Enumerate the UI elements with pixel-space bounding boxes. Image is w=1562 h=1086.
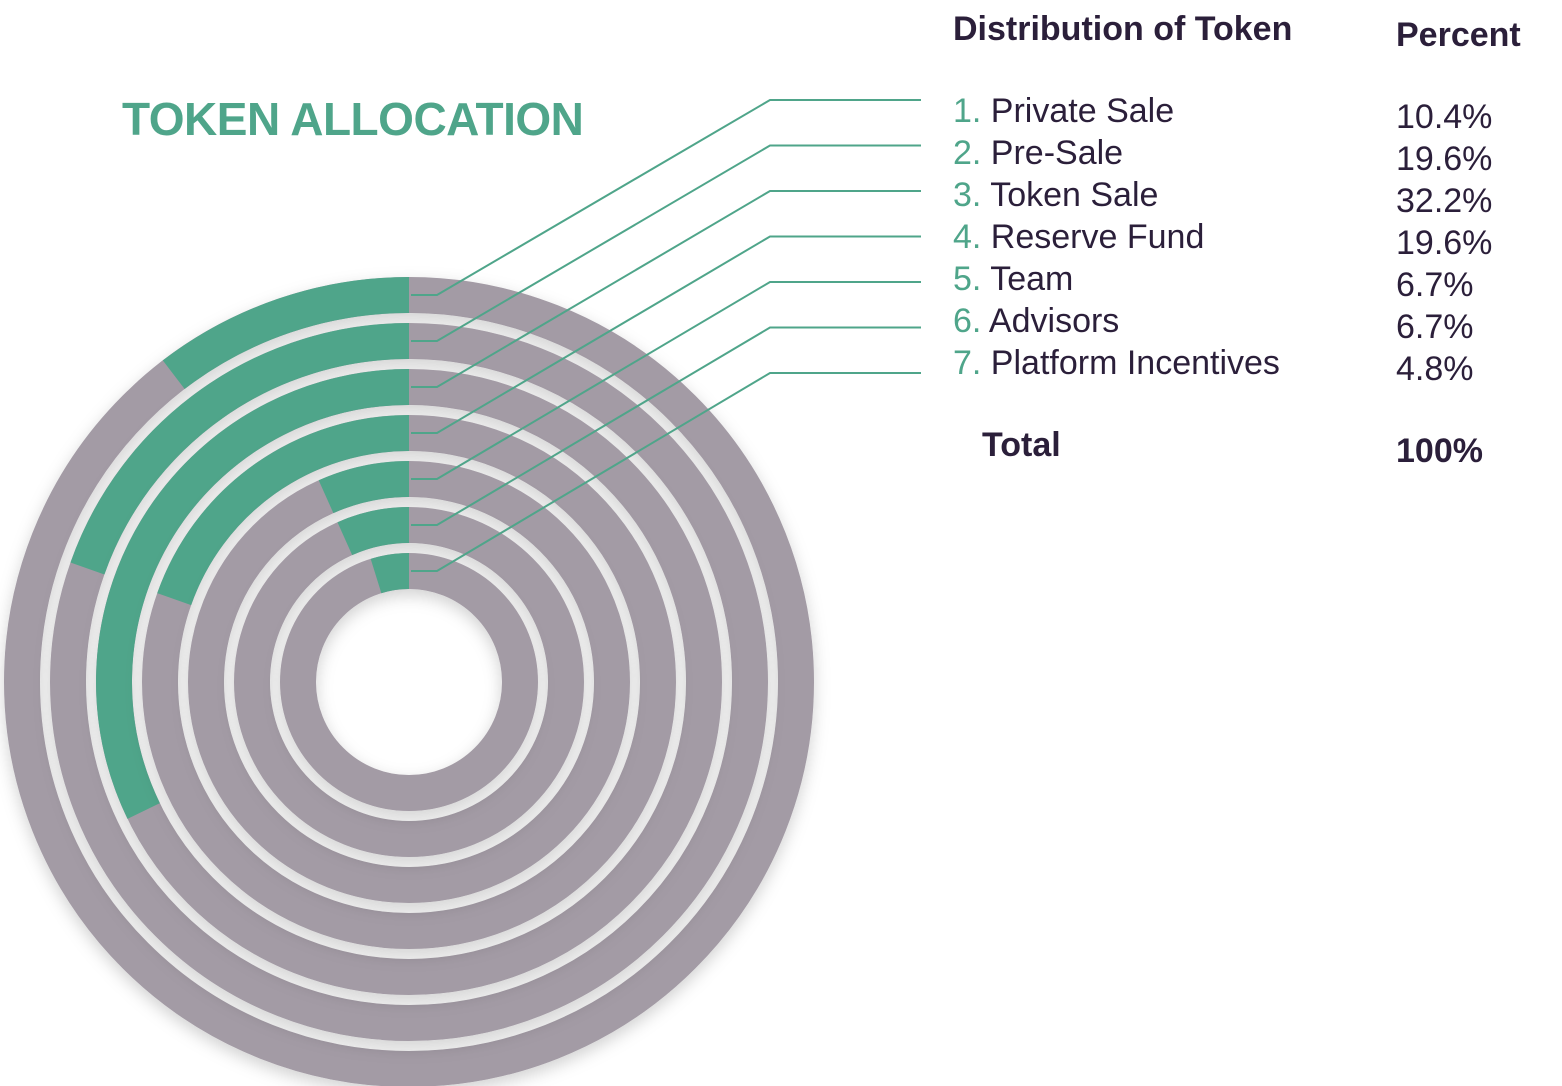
ring-bar-3 [96, 369, 410, 819]
legend-number: 4. [953, 218, 982, 256]
legend-label: Reserve Fund [981, 218, 1205, 256]
legend-percent-2: 19.6% [1396, 140, 1493, 178]
legend-percent-3: 32.2% [1396, 182, 1493, 220]
legend-label: Token Sale [981, 176, 1159, 214]
legend-number: 6. [953, 302, 982, 340]
legend-percent-7: 4.8% [1396, 350, 1474, 388]
legend-percent-4: 19.6% [1396, 224, 1493, 262]
legend-row-2: 2. Pre-Sale [953, 134, 1123, 173]
legend-number: 1. [953, 92, 982, 130]
legend-label: Private Sale [981, 92, 1175, 130]
legend-percent-6: 6.7% [1396, 308, 1474, 346]
legend-row-4: 4. Reserve Fund [953, 218, 1204, 257]
ring-bar-6 [337, 507, 410, 556]
legend-number: 5. [953, 260, 982, 298]
legend-label: Team [981, 260, 1074, 298]
table-header-percent: Percent [1396, 16, 1521, 54]
total-label: Total [982, 426, 1061, 464]
legend-label: Advisors [981, 302, 1120, 340]
leader-line-4 [411, 235, 921, 434]
ring-track-1 [4, 277, 814, 1086]
leader-line-1 [411, 99, 921, 296]
legend-label: Pre-Sale [981, 134, 1124, 172]
leader-line-6 [411, 326, 921, 526]
legend-row-3: 3. Token Sale [953, 176, 1158, 215]
legend-row-1: 1. Private Sale [953, 92, 1174, 131]
ring-bar-4 [157, 415, 410, 606]
legend-row-7: 7. Platform Incentives [953, 344, 1280, 383]
legend-row-5: 5. Team [953, 260, 1073, 299]
leader-line-2 [411, 144, 921, 342]
ring-bar-5 [318, 461, 410, 514]
ring-track-7 [280, 553, 538, 811]
ring-bar-2 [70, 323, 410, 575]
table-header-label: Distribution of Token [953, 10, 1293, 48]
legend-number: 2. [953, 134, 982, 172]
legend-row-6: 6. Advisors [953, 302, 1119, 341]
legend-number: 7. [953, 344, 982, 382]
leader-line-3 [411, 190, 921, 388]
ring-bar-1 [162, 277, 410, 390]
leader-line-7 [411, 372, 921, 572]
ring-bar-7 [370, 553, 410, 594]
legend-percent-1: 10.4% [1396, 98, 1493, 136]
legend-label: Platform Incentives [981, 344, 1280, 382]
leader-line-5 [411, 281, 921, 480]
legend-number: 3. [953, 176, 982, 214]
legend-percent-5: 6.7% [1396, 266, 1474, 304]
total-value: 100% [1396, 432, 1483, 470]
chart-title: TOKEN ALLOCATION [122, 93, 584, 145]
